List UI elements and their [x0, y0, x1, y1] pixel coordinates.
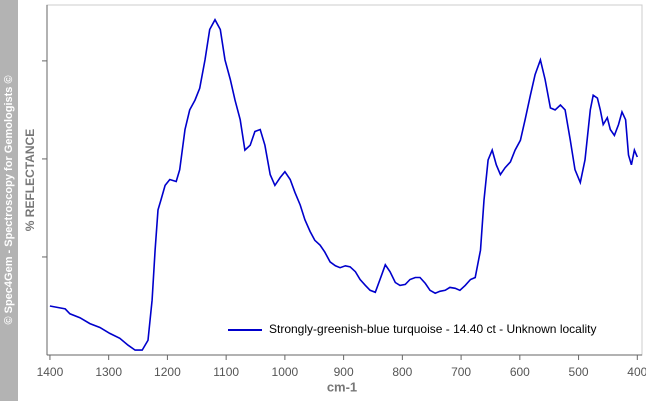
x-tick-label: 1000: [272, 365, 299, 379]
spectrum-line: [49, 18, 639, 351]
y-axis-label: % REFLECTANCE: [23, 129, 37, 231]
x-tick-label: 600: [510, 365, 530, 379]
plot-frame: [46, 4, 643, 356]
watermark-band: [0, 0, 18, 401]
x-tick-label: 1300: [95, 365, 122, 379]
watermark: © Spec4Gem - Spectroscopy for Gemologist…: [3, 75, 15, 324]
x-tick-label: 400: [627, 365, 646, 379]
x-tick-label: 900: [334, 365, 354, 379]
x-tick-label: 700: [451, 365, 471, 379]
x-tick-label: 500: [569, 365, 589, 379]
x-axis-label: cm-1: [327, 379, 357, 394]
x-tick-label: 1200: [154, 365, 181, 379]
x-tick-label: 1400: [37, 365, 64, 379]
x-tick-label: 800: [392, 365, 412, 379]
x-tick-label: 1100: [213, 365, 239, 379]
legend-label: Strongly-greenish-blue turquoise - 14.40…: [269, 322, 597, 336]
